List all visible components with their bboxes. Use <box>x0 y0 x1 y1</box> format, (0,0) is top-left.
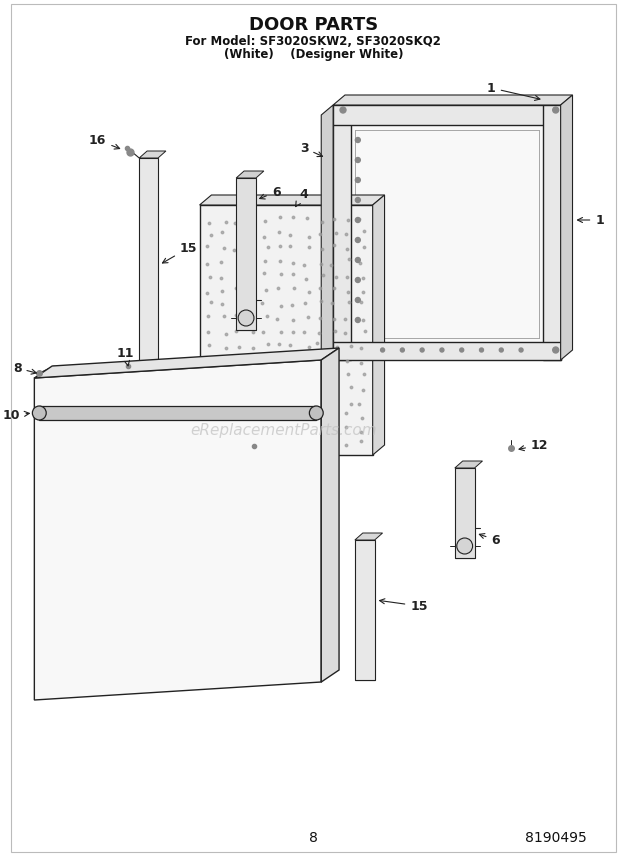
Text: eReplacementParts.com: eReplacementParts.com <box>190 423 377 437</box>
Text: For Model: SF3020SKW2, SF3020SKQ2: For Model: SF3020SKW2, SF3020SKQ2 <box>185 34 441 47</box>
Text: 6: 6 <box>479 533 500 546</box>
Circle shape <box>355 318 360 323</box>
Circle shape <box>519 348 523 352</box>
Text: 8: 8 <box>309 831 318 845</box>
Circle shape <box>457 538 472 554</box>
Polygon shape <box>236 171 264 178</box>
Circle shape <box>355 298 360 302</box>
Polygon shape <box>333 95 572 105</box>
Circle shape <box>420 348 424 352</box>
Text: 1: 1 <box>487 81 540 100</box>
Polygon shape <box>333 105 351 360</box>
Text: 8190495: 8190495 <box>525 831 587 845</box>
Circle shape <box>552 107 559 113</box>
Polygon shape <box>455 461 482 468</box>
Circle shape <box>355 258 360 263</box>
Polygon shape <box>373 195 384 455</box>
Circle shape <box>32 406 46 420</box>
Text: 12: 12 <box>519 438 549 451</box>
Circle shape <box>355 158 360 163</box>
Polygon shape <box>560 95 572 360</box>
Text: 10: 10 <box>3 408 29 421</box>
Polygon shape <box>34 360 321 700</box>
Circle shape <box>401 348 404 352</box>
Circle shape <box>355 138 360 142</box>
Polygon shape <box>200 195 384 205</box>
Polygon shape <box>200 205 373 455</box>
Polygon shape <box>140 158 158 365</box>
Text: 1: 1 <box>577 213 604 227</box>
Circle shape <box>238 310 254 326</box>
Text: 3: 3 <box>299 141 322 157</box>
Polygon shape <box>140 151 166 158</box>
Polygon shape <box>39 406 316 420</box>
Polygon shape <box>351 125 543 342</box>
Circle shape <box>355 177 360 182</box>
Text: 6: 6 <box>260 186 280 199</box>
Circle shape <box>355 217 360 223</box>
Circle shape <box>340 107 346 113</box>
Text: DOOR PARTS: DOOR PARTS <box>249 16 378 34</box>
Polygon shape <box>355 540 374 680</box>
Circle shape <box>440 348 444 352</box>
Circle shape <box>355 277 360 282</box>
Text: 4: 4 <box>296 187 308 206</box>
Circle shape <box>355 198 360 203</box>
Polygon shape <box>34 348 339 378</box>
Polygon shape <box>355 533 383 540</box>
Text: 11: 11 <box>117 347 134 366</box>
Polygon shape <box>321 105 333 370</box>
Text: 15: 15 <box>379 598 428 613</box>
Polygon shape <box>333 342 560 360</box>
Circle shape <box>355 237 360 242</box>
Circle shape <box>552 347 559 353</box>
Text: 16: 16 <box>89 134 120 149</box>
Polygon shape <box>455 468 474 558</box>
Text: 8: 8 <box>13 361 37 375</box>
Circle shape <box>309 406 323 420</box>
Text: 15: 15 <box>162 241 197 263</box>
Polygon shape <box>543 105 560 360</box>
Circle shape <box>460 348 464 352</box>
Text: (White)    (Designer White): (White) (Designer White) <box>224 47 403 61</box>
Polygon shape <box>321 348 339 682</box>
Circle shape <box>381 348 384 352</box>
Circle shape <box>479 348 484 352</box>
Circle shape <box>499 348 503 352</box>
Polygon shape <box>333 105 560 125</box>
Polygon shape <box>236 178 256 330</box>
